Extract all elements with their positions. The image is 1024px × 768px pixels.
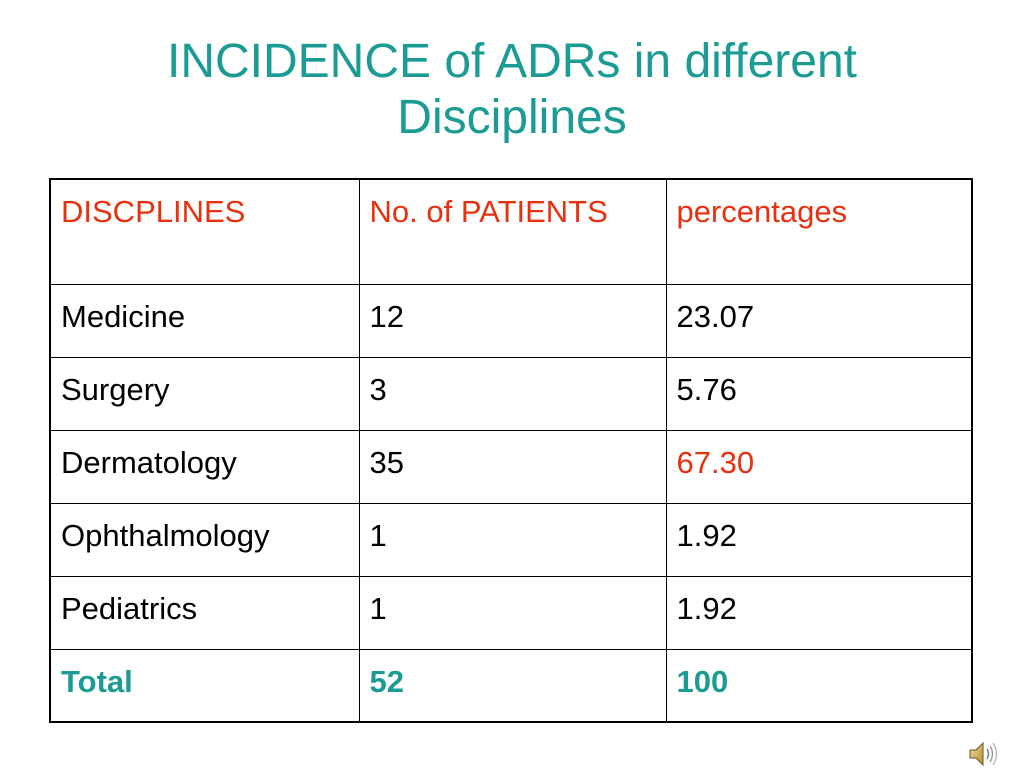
cell-discipline: Dermatology [49, 429, 360, 504]
adr-incidence-table: DISCPLINES No. of PATIENTS percentages M… [49, 178, 973, 723]
slide-title: INCIDENCE of ADRs in different Disciplin… [0, 34, 1024, 146]
title-line-1: INCIDENCE of ADRs in different [166, 35, 858, 88]
table-row: Surgery 3 5.76 [49, 356, 973, 431]
cell-patients: 1 [358, 502, 667, 577]
cell-discipline: Surgery [49, 356, 360, 431]
cell-patients: 12 [358, 283, 667, 358]
cell-percentage: 23.07 [665, 283, 973, 358]
speaker-icon[interactable] [968, 740, 1002, 768]
total-patients: 52 [358, 648, 667, 723]
header-patients: No. of PATIENTS [358, 178, 667, 285]
cell-percentage: 1.92 [665, 575, 973, 650]
cell-discipline: Pediatrics [49, 575, 360, 650]
cell-percentage: 5.76 [665, 356, 973, 431]
table-header-row: DISCPLINES No. of PATIENTS percentages [49, 178, 973, 285]
table-row: Pediatrics 1 1.92 [49, 575, 973, 650]
cell-percentage-highlight: 67.30 [665, 429, 973, 504]
total-percentage: 100 [665, 648, 973, 723]
total-label: Total [49, 648, 360, 723]
cell-percentage: 1.92 [665, 502, 973, 577]
table-row: Ophthalmology 1 1.92 [49, 502, 973, 577]
header-percentages: percentages [665, 178, 973, 285]
cell-discipline: Medicine [49, 283, 360, 358]
table-row: Dermatology 35 67.30 [49, 429, 973, 504]
table-total-row: Total 52 100 [49, 648, 973, 723]
cell-patients: 3 [358, 356, 667, 431]
table-row: Medicine 12 23.07 [49, 283, 973, 358]
cell-discipline: Ophthalmology [49, 502, 360, 577]
header-disciplines: DISCPLINES [49, 178, 360, 285]
cell-patients: 35 [358, 429, 667, 504]
title-line-2: Disciplines [397, 91, 627, 144]
cell-patients: 1 [358, 575, 667, 650]
